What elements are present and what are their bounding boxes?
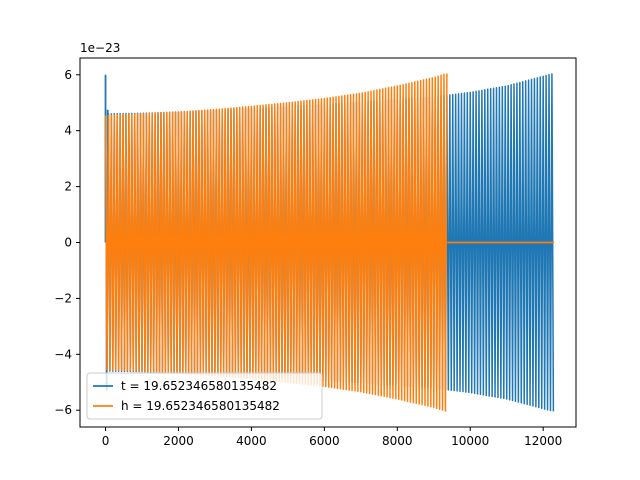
y-tick-label: −4 (54, 347, 72, 361)
y-tick-label: 6 (64, 68, 72, 82)
legend-box (86, 372, 323, 420)
x-tick-label: 2000 (163, 434, 194, 448)
y-tick-label: 2 (64, 180, 72, 194)
legend: t = 19.652346580135482 h = 19.65234658013… (86, 372, 323, 420)
plot-area (104, 73, 555, 412)
x-tick-label: 4000 (236, 434, 267, 448)
legend-label: t = 19.652346580135482 (121, 379, 277, 393)
x-tick-label: 0 (102, 434, 110, 448)
y-tick-label: 4 (64, 124, 72, 138)
x-tick-label: 8000 (382, 434, 413, 448)
y-tick-label: −6 (54, 403, 72, 417)
y-offset-label: 1e−23 (80, 41, 120, 55)
legend-label: h = 19.652346580135482 (121, 399, 280, 413)
y-tick-label: 0 (64, 236, 72, 250)
x-tick-label: 6000 (309, 434, 340, 448)
y-tick-label: −2 (54, 291, 72, 305)
x-tick-label: 10000 (451, 434, 489, 448)
y-axis: −6 −4 −2 0 2 4 6 (54, 68, 80, 417)
x-axis: 0 2000 4000 6000 8000 10000 12000 (102, 427, 562, 448)
x-tick-label: 12000 (524, 434, 562, 448)
